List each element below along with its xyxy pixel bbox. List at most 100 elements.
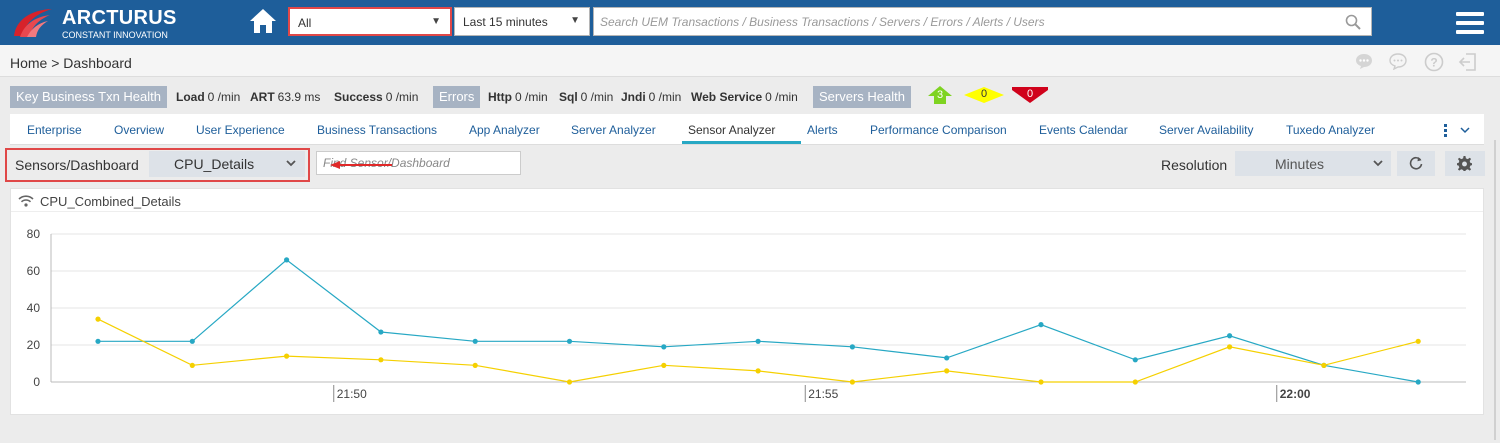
data-point bbox=[1038, 322, 1044, 328]
servers-down-badge[interactable]: 0 bbox=[1008, 86, 1052, 108]
settings-button[interactable] bbox=[1445, 151, 1485, 176]
refresh-icon bbox=[1409, 156, 1423, 170]
jndi-stat: Jndi 0 /min bbox=[621, 90, 681, 104]
main-tabs: Enterprise Overview User Experience Busi… bbox=[10, 114, 1484, 145]
data-point bbox=[95, 316, 101, 322]
data-point bbox=[944, 368, 950, 374]
svg-text:?: ? bbox=[1430, 56, 1437, 70]
tab-server-availability[interactable]: Server Availability bbox=[1159, 123, 1254, 137]
sensor-dashboard-highlight bbox=[5, 148, 310, 182]
time-range-select[interactable]: Last 15 minutes ▼ bbox=[454, 7, 590, 36]
servers-warning-badge[interactable]: 0 bbox=[962, 86, 1006, 108]
window-edge bbox=[1494, 140, 1496, 440]
tab-user-experience[interactable]: User Experience bbox=[196, 123, 285, 137]
tab-server-analyzer[interactable]: Server Analyzer bbox=[571, 123, 656, 137]
search-icon[interactable] bbox=[1345, 14, 1361, 30]
data-point bbox=[284, 257, 290, 263]
art-label: ART bbox=[250, 90, 275, 104]
x-tick-label: 21:55 bbox=[808, 387, 838, 401]
health-summary-bar: Key Business Txn Health Load 0 /min ART 63… bbox=[0, 78, 1500, 114]
art-stat: ART 63.9 ms bbox=[250, 90, 320, 104]
tab-alerts[interactable]: Alerts bbox=[807, 123, 838, 137]
sensor-toolbar: Sensors/Dashboard CPU_Details Resolution… bbox=[0, 146, 1500, 184]
resolution-select[interactable]: Minutes bbox=[1235, 151, 1391, 176]
cpu-line-chart: 80 60 40 20 0 21:50 21:55 22:00 bbox=[27, 227, 1466, 402]
data-point bbox=[1132, 357, 1138, 363]
servers-health-chip[interactable]: Servers Health bbox=[813, 86, 911, 108]
active-tab-indicator bbox=[682, 141, 801, 144]
data-point bbox=[944, 355, 950, 361]
tab-app-analyzer[interactable]: App Analyzer bbox=[469, 123, 540, 137]
chevron-down-icon bbox=[1373, 160, 1383, 167]
find-sensor-input[interactable] bbox=[323, 156, 513, 170]
sql-label: Sql bbox=[559, 90, 578, 104]
tab-enterprise[interactable]: Enterprise bbox=[27, 123, 82, 137]
time-range-value: Last 15 minutes bbox=[463, 15, 548, 29]
home-icon[interactable] bbox=[248, 7, 278, 35]
refresh-button[interactable] bbox=[1397, 151, 1435, 176]
help-icon[interactable]: ? bbox=[1424, 52, 1444, 72]
annotation-arrow-icon bbox=[330, 161, 392, 169]
data-point bbox=[189, 338, 195, 344]
utility-icons: ? bbox=[1354, 52, 1484, 72]
y-tick-label: 20 bbox=[27, 338, 41, 352]
data-point bbox=[378, 329, 384, 335]
art-value: 63.9 ms bbox=[277, 90, 321, 104]
http-stat: Http 0 /min bbox=[488, 90, 548, 104]
x-tick-label: 22:00 bbox=[1280, 387, 1311, 401]
data-point bbox=[1321, 362, 1327, 368]
data-point bbox=[661, 362, 667, 368]
application-select[interactable]: All ▼ bbox=[288, 7, 452, 36]
data-point bbox=[1227, 344, 1233, 350]
web-service-stat: Web Service 0 /min bbox=[691, 90, 798, 104]
tab-performance-comparison[interactable]: Performance Comparison bbox=[870, 123, 1007, 137]
key-business-health-chip[interactable]: Key Business Txn Health bbox=[10, 86, 167, 108]
data-point bbox=[849, 344, 856, 350]
load-stat: Load 0 /min bbox=[176, 90, 240, 104]
chart-title: CPU_Combined_Details bbox=[40, 194, 181, 209]
diamond-icon bbox=[964, 87, 1004, 103]
web-service-value: 0 /min bbox=[765, 90, 798, 104]
sensor-dashboard-select[interactable]: CPU_Details bbox=[149, 151, 305, 177]
find-sensor-field[interactable] bbox=[316, 151, 521, 175]
comment-icon[interactable] bbox=[1388, 52, 1408, 70]
sensor-signal-icon bbox=[18, 195, 34, 207]
tab-sensor-analyzer[interactable]: Sensor Analyzer bbox=[688, 123, 776, 137]
data-point bbox=[755, 338, 761, 344]
panel-divider bbox=[11, 211, 1483, 212]
data-point bbox=[1038, 379, 1044, 385]
tab-overview[interactable]: Overview bbox=[114, 123, 165, 137]
sql-value: 0 /min bbox=[580, 90, 614, 104]
more-tabs-icon[interactable] bbox=[1442, 122, 1476, 138]
gear-icon bbox=[1457, 156, 1472, 171]
data-point bbox=[378, 357, 384, 363]
data-point bbox=[189, 362, 195, 368]
tab-tuxedo-analyzer[interactable]: Tuxedo Analyzer bbox=[1286, 123, 1375, 137]
data-point bbox=[755, 368, 761, 374]
data-point bbox=[661, 344, 667, 350]
data-point bbox=[1132, 379, 1138, 385]
tab-events-calendar[interactable]: Events Calendar bbox=[1039, 123, 1128, 137]
breadcrumb-bar: Home > Dashboard ? bbox=[0, 45, 1500, 77]
data-point bbox=[1227, 333, 1233, 339]
data-point bbox=[95, 338, 101, 344]
search-input[interactable] bbox=[600, 13, 1330, 31]
servers-down-count: 0 bbox=[1026, 88, 1034, 100]
resolution-value: Minutes bbox=[1275, 156, 1325, 172]
breadcrumb[interactable]: Home > Dashboard bbox=[10, 55, 132, 71]
logout-icon[interactable] bbox=[1458, 52, 1478, 72]
servers-up-badge[interactable]: 3 bbox=[918, 86, 962, 108]
caret-down-icon: ▼ bbox=[431, 16, 441, 27]
chat-icon[interactable] bbox=[1354, 52, 1374, 70]
hamburger-menu-icon[interactable] bbox=[1456, 12, 1484, 34]
data-point bbox=[566, 338, 573, 344]
tab-business-transactions[interactable]: Business Transactions bbox=[317, 123, 438, 137]
global-search[interactable] bbox=[593, 7, 1372, 36]
errors-chip[interactable]: Errors bbox=[433, 86, 481, 108]
data-point bbox=[566, 379, 573, 385]
success-label: Success bbox=[334, 90, 383, 104]
arcturus-logo[interactable]: ARCTURUS CONSTANT INNOVATION bbox=[10, 4, 180, 42]
series-line-1 bbox=[98, 259, 1419, 383]
data-point bbox=[472, 338, 478, 344]
chevron-down-icon bbox=[286, 160, 296, 167]
